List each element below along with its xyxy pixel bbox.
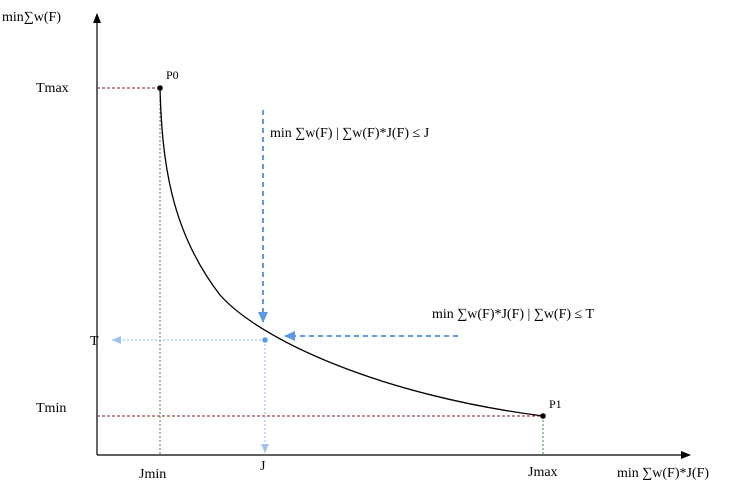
p0-point [157,85,163,91]
pareto-curve [159,87,544,417]
query-point [262,337,268,343]
jmin-label: Jmin [139,467,166,482]
p1-point [540,413,546,419]
x-axis-label: min ∑w(F)*J(F) [617,466,709,481]
p0-label: P0 [166,68,179,82]
y-axis-label: min∑w(F) [2,10,61,25]
vertical-query-label: min ∑w(F) | ∑w(F)*J(F) ≤ J [270,126,430,141]
tmax-label: Tmax [36,81,69,96]
tmin-label: Tmin [36,401,66,416]
p1-label: P1 [549,397,562,411]
jmax-label: Jmax [528,465,558,480]
t-label: T [90,334,99,349]
j-label: J [260,459,266,474]
horizontal-query-label: min ∑w(F)*J(F) | ∑w(F) ≤ T [432,307,594,322]
